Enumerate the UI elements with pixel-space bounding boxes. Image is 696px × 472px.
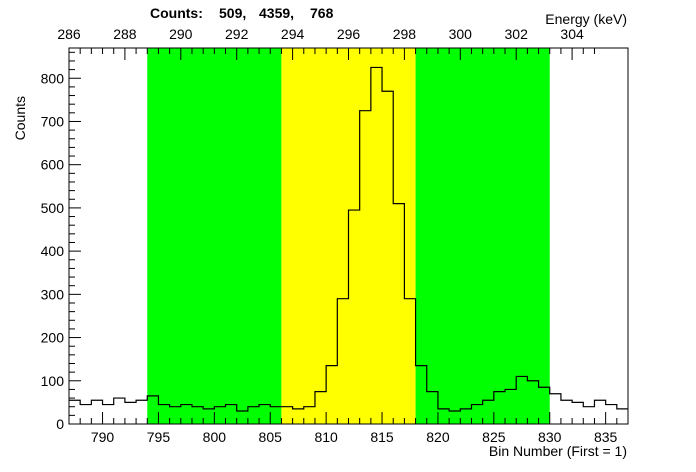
top-tick-label: 300 xyxy=(449,26,473,42)
x-tick-label: 815 xyxy=(370,429,394,445)
region-background-left xyxy=(147,48,282,424)
x-tick-label: 825 xyxy=(482,429,506,445)
x-tick-label: 805 xyxy=(259,429,283,445)
counts-value-peak: 4359, xyxy=(259,5,294,21)
y-tick-label: 200 xyxy=(41,330,65,346)
top-tick-label: 298 xyxy=(393,26,417,42)
x-tick-label: 790 xyxy=(91,429,115,445)
top-tick-label: 302 xyxy=(505,26,529,42)
counts-value-left: 509, xyxy=(219,5,246,21)
x-tick-label: 810 xyxy=(314,429,338,445)
y-axis-ticks: 0 100 200 300 400 500 600 700 800 xyxy=(41,51,81,432)
region-background-right xyxy=(415,48,550,424)
x-tick-label: 795 xyxy=(147,429,171,445)
y-tick-label: 700 xyxy=(41,113,65,129)
y-tick-label: 600 xyxy=(41,157,65,173)
top-tick-label: 286 xyxy=(57,26,81,42)
x-tick-label: 835 xyxy=(594,429,618,445)
x-tick-label: 800 xyxy=(203,429,227,445)
y-tick-label: 100 xyxy=(41,373,65,389)
x-axis-ticks: 790 795 800 805 810 815 820 825 830 835 xyxy=(68,412,629,445)
top-tick-label: 288 xyxy=(113,26,137,42)
y-tick-label: 300 xyxy=(41,286,65,302)
counts-label: Counts: xyxy=(150,5,203,21)
histogram-line xyxy=(69,66,628,412)
x-tick-label: 830 xyxy=(538,429,562,445)
x-tick-label: 820 xyxy=(426,429,450,445)
top-tick-label: 294 xyxy=(281,26,305,42)
y-tick-label: 0 xyxy=(56,416,64,432)
y-tick-label: 400 xyxy=(41,243,65,259)
top-tick-label: 304 xyxy=(560,26,584,42)
top-axis-ticks: 286 288 290 292 294 296 298 300 302 304 xyxy=(57,26,595,60)
x-axis-title: Bin Number (First = 1) xyxy=(489,443,627,459)
counts-value-right: 768 xyxy=(310,5,334,21)
top-tick-label: 292 xyxy=(225,26,249,42)
y-tick-label: 800 xyxy=(41,70,65,86)
top-axis-title: Energy (keV) xyxy=(545,11,627,27)
top-tick-label: 296 xyxy=(337,26,361,42)
y-tick-label: 500 xyxy=(41,200,65,216)
top-tick-label: 290 xyxy=(169,26,193,42)
y-axis-title: Counts xyxy=(12,96,28,140)
